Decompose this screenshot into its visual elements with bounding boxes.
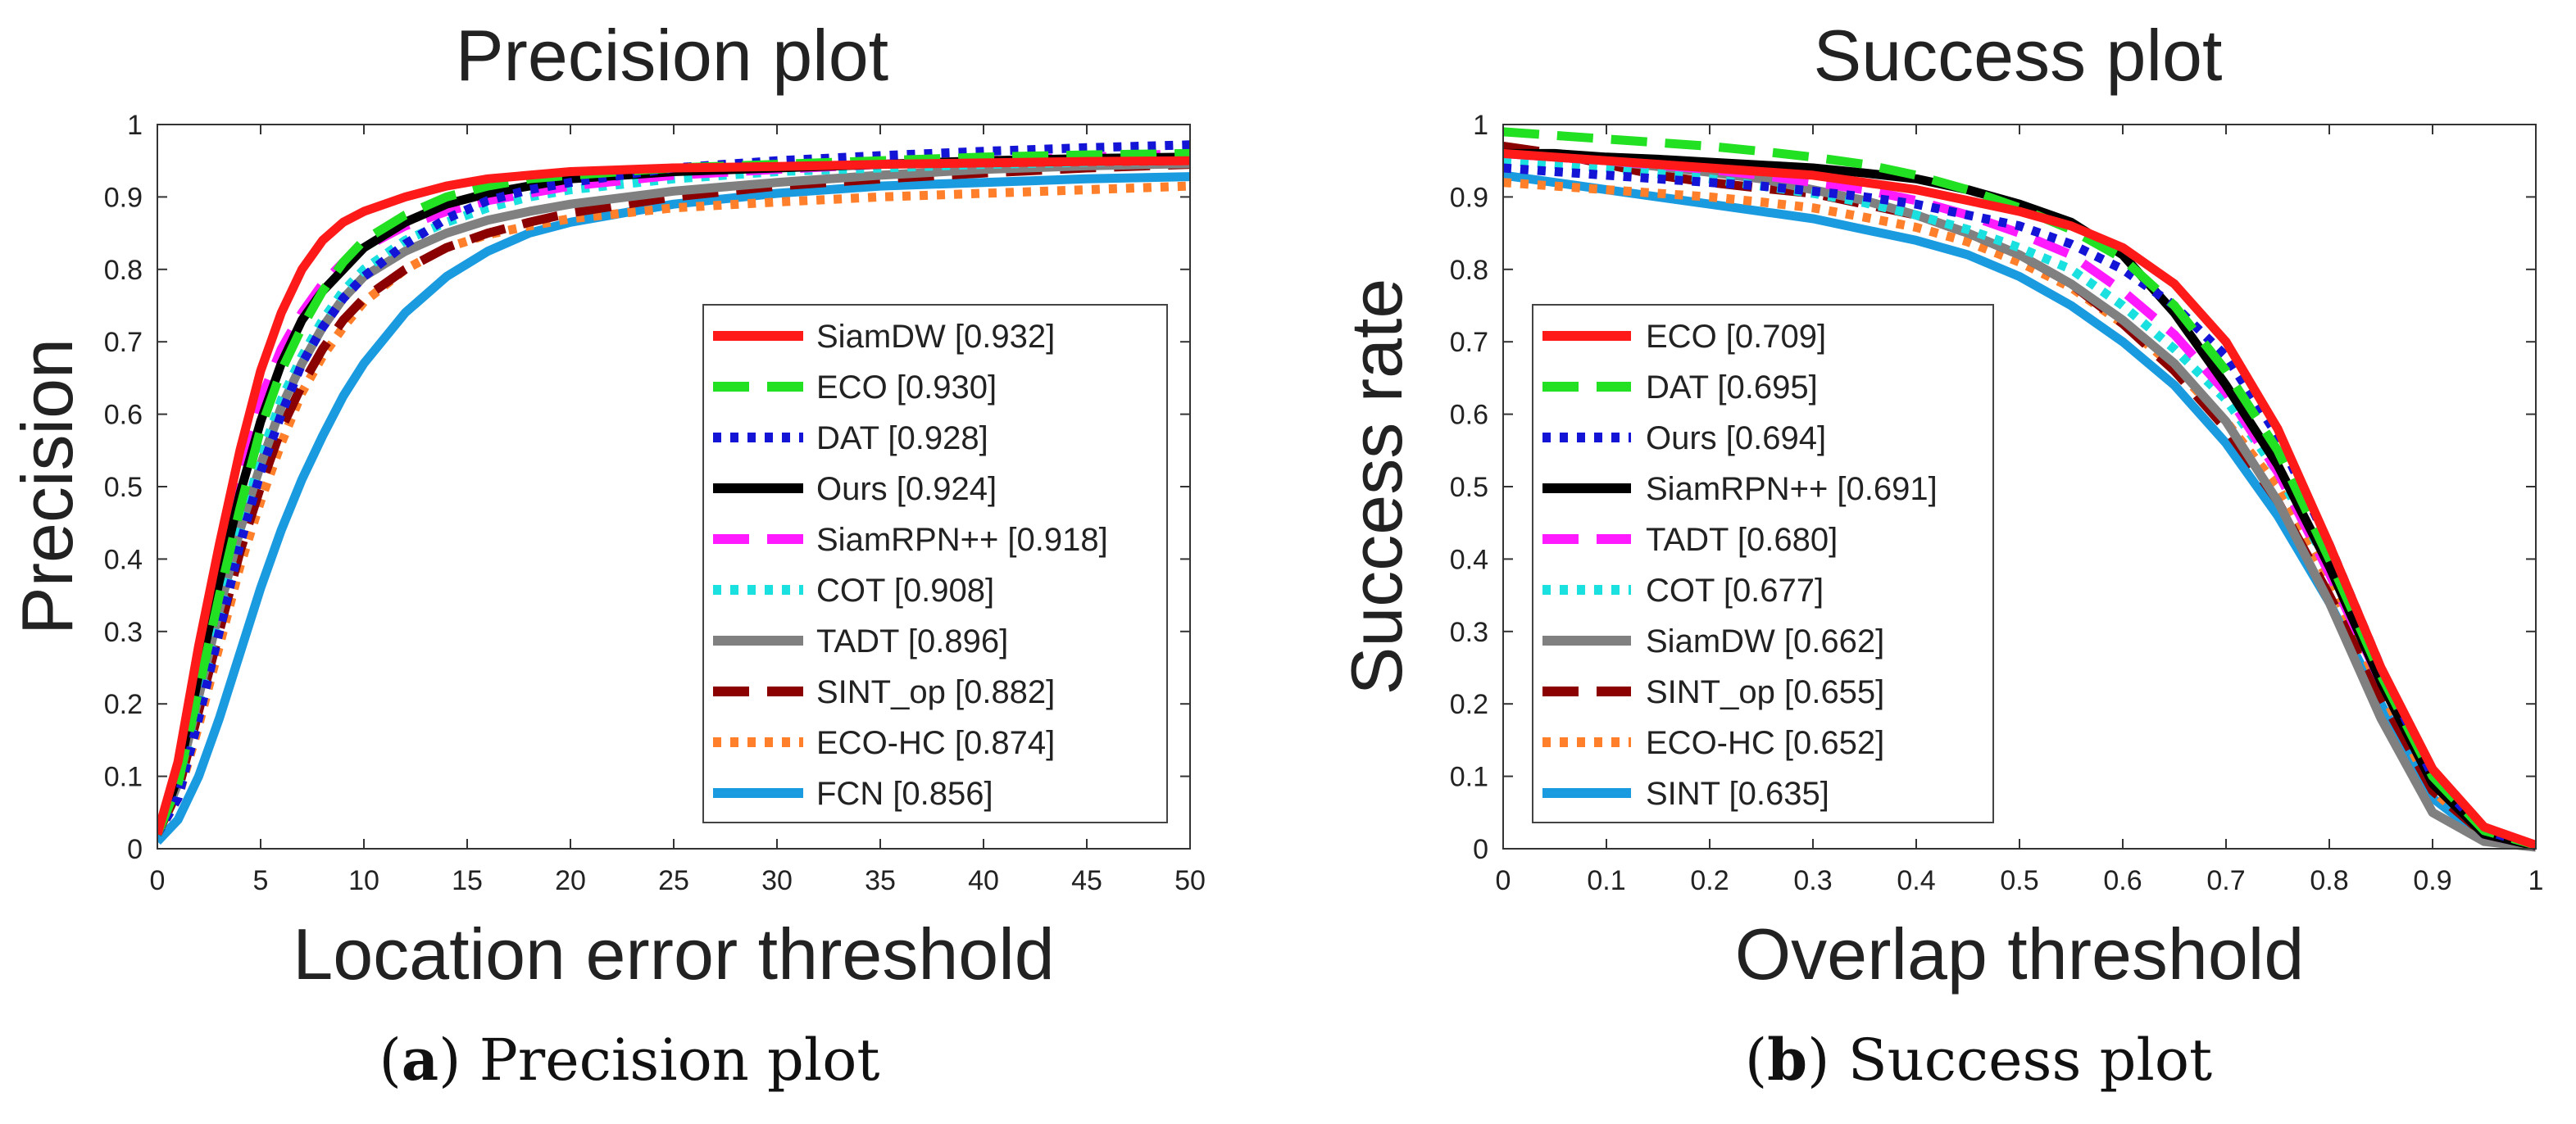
legend-label: FCN [0.856]	[816, 776, 993, 812]
legend-label: TADT [0.680]	[1646, 522, 1838, 558]
y-tick-label: 0.5	[104, 472, 143, 503]
x-axis-label: Location error threshold	[293, 913, 1054, 995]
series-line-1	[1503, 148, 2536, 850]
x-tick-label: 0.3	[1793, 865, 1832, 896]
legend-label: TADT [0.896]	[816, 623, 1008, 659]
x-tick-label: 0.7	[2206, 865, 2245, 896]
y-tick-label: 0.1	[104, 762, 143, 793]
y-axis-label: Precision	[7, 338, 88, 635]
series-lines	[157, 140, 1190, 845]
y-tick-label: 0.8	[1450, 255, 1488, 286]
x-tick-label: 0.4	[1897, 865, 1935, 896]
x-tick-label: 30	[761, 865, 793, 896]
legend-label: DAT [0.695]	[1646, 369, 1818, 406]
caption-text: Precision plot	[479, 1027, 880, 1094]
y-tick-label: 0	[1473, 834, 1488, 865]
precision-chart: Precision plot 0 5 10 15 20 25 30 35 40 45 5000.10…	[7, 15, 1206, 1094]
chart-title: Precision plot	[456, 15, 888, 96]
y-tick-label: 0.4	[1450, 544, 1488, 575]
legend-label: DAT [0.928]	[816, 420, 988, 456]
legend-label: Ours [0.924]	[816, 471, 997, 507]
x-tick-label: 0	[1496, 865, 1511, 896]
legend-label: COT [0.677]	[1646, 573, 1824, 609]
y-tick-label: 0.2	[1450, 689, 1488, 720]
x-tick-label: 0.1	[1587, 865, 1625, 896]
x-tick-label: 0.5	[2000, 865, 2038, 896]
chart-title: Success plot	[1814, 15, 2223, 96]
figure-caption: (a) Precision plot	[379, 1026, 879, 1094]
y-tick-label: 0	[127, 834, 143, 865]
caption-letter: a	[402, 1026, 438, 1094]
tick-labels: 0 5 10 15 20 25 30 35 40 45 50 0 0.1 0.2 0.3 0.4 0.5 0.6 0…	[104, 110, 1206, 896]
series-line-6	[1503, 156, 2536, 850]
series-line-8	[157, 160, 1190, 836]
y-tick-label: 0.7	[104, 327, 143, 358]
legend-label: Ours [0.694]	[1646, 420, 1826, 456]
legend-label: ECO [0.709]	[1646, 319, 1826, 355]
y-axis-label: Success rate	[1336, 279, 1417, 696]
x-tick-label: 50	[1174, 865, 1206, 896]
legend-label: SiamRPN++ [0.691]	[1646, 471, 1938, 507]
y-tick-label: 1	[1473, 110, 1488, 141]
legend: ECO [0.709] DAT [0.695] Ours [0.694] SiamRP…	[1532, 304, 1994, 823]
plot-frame	[1502, 124, 2537, 850]
x-tick-label: 0.6	[2103, 865, 2142, 896]
x-tick-label: 35	[865, 865, 896, 896]
legend-label: SINT_op [0.655]	[1646, 674, 1884, 710]
series-line-9	[1503, 178, 2536, 850]
y-tick-label: 0.4	[104, 544, 143, 575]
y-tick-label: 0.9	[104, 182, 143, 213]
series-line-10	[157, 172, 1190, 845]
y-tick-label: 0.3	[1450, 617, 1488, 648]
legend: SiamDW [0.932] ECO [0.930] DAT [0.928] Ours…	[702, 304, 1168, 823]
y-tick-label: 0.2	[104, 689, 143, 720]
y-tick-label: 0.1	[1450, 762, 1488, 793]
success-chart: Success plot 0 0.1 0.2 0.3 0.4 0.5 0.6 0.7 0.8 0.…	[1336, 15, 2543, 1094]
y-tick-label: 0.6	[1450, 400, 1488, 431]
x-tick-label: 1	[2528, 865, 2544, 896]
series-lines	[1503, 127, 2536, 852]
x-tick-label: 40	[968, 865, 999, 896]
legend-label: ECO-HC [0.652]	[1646, 725, 1884, 761]
x-tick-label: 0.2	[1690, 865, 1729, 896]
x-tick-label: 10	[348, 865, 379, 896]
series-line-1	[157, 156, 1190, 836]
caption-text: Success plot	[1848, 1027, 2212, 1094]
legend-label: ECO [0.930]	[816, 369, 997, 406]
legend-label: SiamDW [0.662]	[1646, 623, 1884, 659]
x-tick-label: 0	[150, 865, 166, 896]
y-tick-label: 0.6	[104, 400, 143, 431]
y-tick-label: 0.5	[1450, 472, 1488, 503]
y-tick-label: 0.9	[1450, 182, 1488, 213]
legend-label: SINT_op [0.882]	[816, 674, 1055, 710]
caption-letter: b	[1767, 1026, 1807, 1094]
legend-label: COT [0.908]	[816, 573, 994, 609]
x-axis-label: Overlap threshold	[1735, 913, 2305, 995]
legend-label: ECO-HC [0.874]	[816, 725, 1055, 761]
legend-label: SiamRPN++ [0.918]	[816, 522, 1108, 558]
y-tick-label: 0.8	[104, 255, 143, 286]
x-tick-label: 15	[452, 865, 483, 896]
x-tick-label: 5	[253, 865, 269, 896]
x-tick-label: 45	[1071, 865, 1102, 896]
x-tick-label: 25	[658, 865, 689, 896]
x-tick-label: 0.8	[2310, 865, 2348, 896]
x-tick-label: 20	[555, 865, 586, 896]
y-tick-label: 0.7	[1450, 327, 1488, 358]
figure-caption: (b) Success plot	[1745, 1026, 2212, 1094]
legend-label: SiamDW [0.932]	[816, 319, 1055, 355]
legend-label: SINT [0.635]	[1646, 776, 1829, 812]
y-tick-label: 1	[127, 110, 143, 141]
plot-frame	[157, 124, 1191, 850]
y-tick-label: 0.3	[104, 617, 143, 648]
x-tick-label: 0.9	[2413, 865, 2451, 896]
